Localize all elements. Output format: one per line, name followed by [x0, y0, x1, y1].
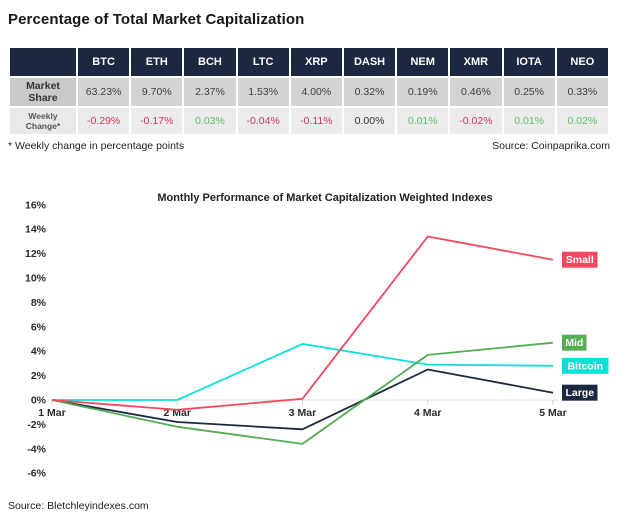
table-cell: 0.33% [556, 78, 608, 107]
table-header-row: BTC ETH BCH LTC XRP DASH NEM XMR IOTA NEO [10, 48, 608, 76]
chart-line-large [51, 368, 554, 431]
row-label-market-share: Market Share [10, 78, 76, 107]
table-corner-cell [10, 48, 76, 76]
table-cell: 0.32% [343, 78, 396, 107]
footnote: * Weekly change in percentage points [8, 140, 185, 153]
table-cell: 0.00% [343, 108, 396, 135]
table-cell: 9.70% [131, 78, 183, 107]
row-label-weekly-change: Weekly Change* [10, 108, 76, 135]
table-cell: -0.17% [131, 108, 183, 135]
y-axis-tick: -6% [27, 468, 46, 480]
table-cell: -0.02% [450, 108, 502, 135]
column-header-iota: IOTA [503, 48, 555, 76]
chart-source: Source: Bletchleyindexes.com [8, 500, 149, 513]
table-cell: 0.03% [184, 108, 236, 135]
y-axis-tick: 14% [25, 224, 47, 236]
chart-line-bitcoin [52, 343, 554, 402]
table-cell: 0.02% [556, 108, 608, 135]
table-cell: 0.19% [397, 78, 449, 107]
legend-bitcoin [562, 357, 609, 374]
page-title: Percentage of Total Market Capitalizatio… [8, 11, 305, 28]
table-cell: 63.23% [78, 78, 130, 107]
column-header-btc: BTC [78, 48, 130, 76]
y-axis-tick: 2% [31, 370, 47, 382]
table-cell: 0.25% [503, 78, 555, 107]
column-header-xmr: XMR [450, 48, 502, 76]
table-cell: -0.11% [290, 108, 342, 135]
y-axis-tick: 6% [31, 321, 47, 333]
y-axis-tick: 12% [25, 248, 47, 260]
market-cap-table: BTC ETH BCH LTC XRP DASH NEM XMR IOTA NEO Market … [8, 46, 610, 136]
table-source: Source: Coinpaprika.com [492, 140, 610, 153]
y-axis-tick: 4% [31, 346, 47, 358]
y-axis-tick: 0% [31, 395, 47, 407]
x-axis-tick: 4 Mar [414, 407, 441, 419]
column-header-xrp: XRP [290, 48, 342, 76]
table-cell: 4.00% [290, 78, 342, 107]
note-row: * Weekly change in percentage points Sou… [8, 140, 610, 152]
table-cell: 0.01% [503, 108, 555, 135]
column-header-neo: NEO [556, 48, 608, 76]
table-cell: -0.29% [78, 108, 130, 135]
table-cell: 1.53% [237, 78, 289, 107]
column-header-eth: ETH [131, 48, 183, 76]
table-row: Weekly Change* -0.29% -0.17% 0.03% -0.04% -0.… [10, 108, 608, 135]
legend-label-mid: Mid [565, 337, 583, 349]
legend-small [562, 251, 598, 268]
y-axis-tick: 10% [25, 273, 47, 285]
column-header-nem: NEM [397, 48, 449, 76]
legend-large [562, 384, 598, 401]
table-row: Market Share 63.23% 9.70% 2.37% 1.53% 4.00% 0.… [10, 78, 608, 107]
y-axis-tick: -4% [27, 443, 46, 455]
table-cell: 0.01% [397, 108, 449, 135]
table-cell: -0.04% [237, 108, 289, 135]
y-axis-tick: -2% [27, 419, 46, 431]
legend-label-small: Small [566, 254, 594, 266]
chart-line-mid [51, 341, 554, 445]
legend-mid [562, 334, 587, 351]
table-cell: 0.46% [450, 78, 502, 107]
chart-line-small [51, 235, 554, 411]
x-axis-tick: 5 Mar [539, 407, 566, 419]
column-header-ltc: LTC [237, 48, 289, 76]
x-axis-tick: 3 Mar [289, 407, 316, 419]
x-axis-tick: 1 Mar [38, 407, 65, 419]
y-axis-tick: 16% [25, 199, 47, 211]
chart-title: Monthly Performance of Market Capitaliza… [157, 192, 492, 204]
performance-chart: Monthly Performance of Market Capitaliza… [25, 192, 609, 480]
column-header-bch: BCH [184, 48, 236, 76]
table-cell: 2.37% [184, 78, 236, 107]
table-body: Market Share 63.23% 9.70% 2.37% 1.53% 4.00% 0.… [10, 78, 608, 135]
legend-label-bitcoin: Bitcoin [567, 360, 603, 372]
legend-label-large: Large [565, 387, 594, 399]
column-header-dash: DASH [343, 48, 396, 76]
y-axis-tick: 8% [31, 297, 47, 309]
